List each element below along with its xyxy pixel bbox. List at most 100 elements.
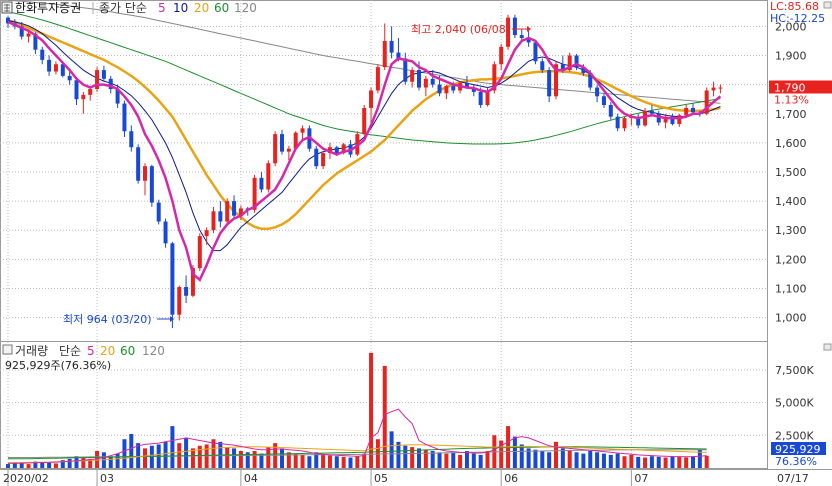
candle-body [67, 75, 72, 81]
x-tick-label: 03 [100, 472, 114, 485]
volume-bar [622, 456, 627, 468]
volume-bar [40, 462, 45, 468]
volume-grid [0, 369, 767, 436]
volume-bar [163, 441, 168, 468]
volume-bar [663, 457, 668, 468]
candle-body [574, 55, 579, 68]
volume-bar [136, 443, 141, 468]
candle-body [293, 132, 298, 149]
candle-body [499, 46, 504, 65]
volume-panel-scroll-handle[interactable] [823, 343, 832, 351]
candle-body [437, 84, 442, 94]
candle-body [33, 33, 38, 50]
candle-body [417, 70, 421, 88]
candle-body [74, 80, 79, 100]
candle-body [382, 40, 387, 68]
price-tick-label: 1,400 [775, 195, 807, 208]
candle-body [375, 67, 380, 91]
volume-bar [471, 453, 476, 468]
candle-body [684, 107, 689, 116]
volume-bar [554, 441, 558, 468]
price-tick-label: 1,700 [775, 108, 807, 121]
volume-bar [314, 452, 319, 468]
candle-body [95, 70, 100, 89]
ma-legend-120: 120 [234, 1, 257, 15]
volume-panel-frame [0, 341, 768, 469]
volume-legend: 거래량 단순 5 20 60 120 925,929주(76.36%) [2, 344, 165, 372]
candle-body [252, 177, 257, 210]
price-tick-label: 1,100 [775, 282, 807, 295]
price-tick-label: 1,500 [775, 166, 807, 179]
volume-bar [53, 463, 58, 468]
volume-bar [540, 450, 545, 468]
candle-body [478, 91, 483, 106]
volume-bar [108, 456, 113, 468]
candle-body [149, 166, 154, 203]
volume-bar [451, 452, 456, 468]
candle-body [184, 287, 189, 296]
candle-body [163, 221, 168, 244]
volume-bar [184, 437, 189, 468]
volume-bar [143, 448, 147, 468]
price-tick-label: 1,600 [775, 137, 807, 150]
candle-body [430, 78, 435, 85]
high-arrowhead-icon [527, 26, 531, 32]
volume-bar [615, 453, 620, 468]
volume-bar [567, 450, 572, 468]
candle-body [718, 87, 723, 89]
ma5-line [7, 20, 722, 282]
volume-bar [348, 457, 353, 468]
ma-legend-60: 60 [214, 1, 229, 15]
candle-body [485, 90, 490, 106]
candle-body [47, 59, 52, 72]
hc-label: HC:-12.25 [770, 12, 825, 25]
volume-bar [588, 450, 593, 468]
volume-bar [410, 447, 415, 468]
volume-bar [211, 439, 216, 468]
price-tick-label: 1,900 [775, 50, 807, 63]
candle-body [6, 17, 10, 24]
volume-tick-label: 5,000K [775, 397, 814, 410]
candle-body [129, 131, 134, 148]
volume-bar [464, 450, 469, 468]
volume-axis: 2,500K 5,000K 7,500K [775, 364, 814, 442]
candle-body [225, 201, 230, 222]
ma-legend-20: 20 [194, 1, 209, 15]
price-panel-scroll-handle[interactable] [823, 1, 832, 9]
volume-bar [307, 456, 312, 468]
candle-body [273, 134, 278, 164]
volume-bar [396, 441, 401, 468]
volume-bar [190, 448, 195, 468]
volume-ma5-line [7, 408, 707, 464]
current-price-tag [769, 80, 832, 94]
volume-bar [321, 454, 326, 468]
volume-bar [225, 447, 230, 468]
price-tick-label: 1,200 [775, 253, 807, 266]
price-tick-label: 1,000 [775, 312, 807, 325]
high-annotation: 최고 2,040 (06/08) [411, 23, 510, 36]
candle-body [519, 35, 524, 39]
candle-body [704, 90, 709, 114]
candle-body [122, 103, 127, 132]
candle-body [595, 87, 600, 97]
volume-bar [417, 448, 421, 468]
candle-body [26, 33, 31, 37]
candle-body [300, 128, 305, 133]
volume-bar [266, 447, 271, 468]
volume-menu-icon[interactable] [2, 344, 13, 355]
volume-bar [704, 455, 709, 468]
volume-bar [355, 456, 360, 468]
volume-bar [170, 426, 175, 468]
volume-bar [649, 456, 654, 468]
x-tick-label: 2020/02 [3, 472, 49, 485]
ma120-line [7, 0, 721, 104]
volume-bar [286, 452, 291, 468]
candle-body [170, 243, 175, 315]
candle-body [396, 52, 401, 59]
volume-bar [238, 450, 243, 468]
volume-bar [601, 453, 606, 468]
volume-bar [444, 453, 449, 468]
volume-bar [33, 461, 38, 468]
low-annotation: 최저 964 (03/20) [63, 313, 152, 326]
